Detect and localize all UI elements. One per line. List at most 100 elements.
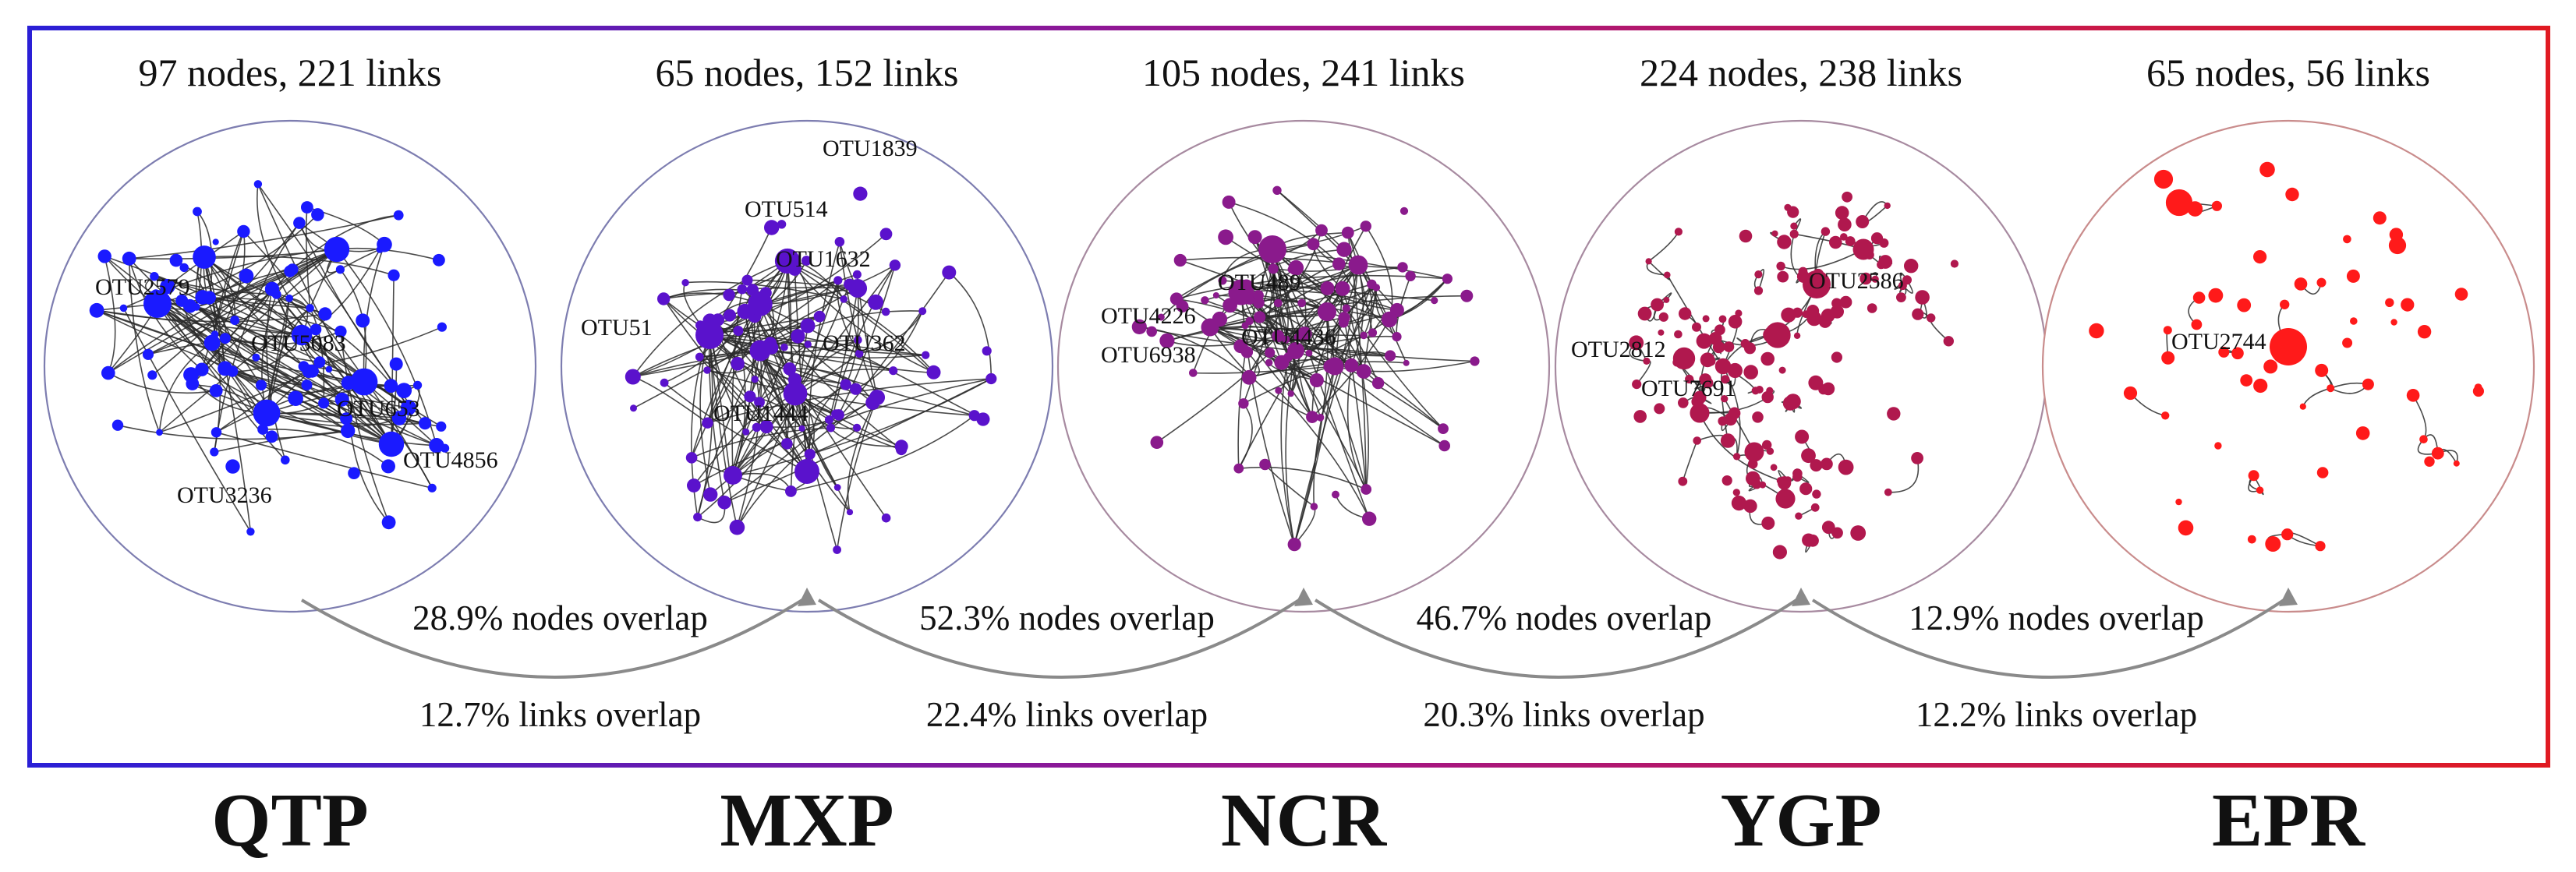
otu-label: OTU2586: [1809, 268, 1904, 294]
network-node: [1336, 242, 1352, 257]
network-node: [737, 284, 748, 295]
network-node: [1131, 319, 1147, 334]
network-node: [2350, 317, 2358, 325]
overlap-arrow: [1811, 595, 2290, 679]
overlap-connector: 46.7% nodes overlap 20.3% links overlap: [1314, 588, 1810, 734]
network-node: [1728, 315, 1743, 329]
network-node: [1856, 215, 1870, 228]
network-boundary-circle: [2041, 119, 2535, 613]
otu-label: OTU4226: [1101, 303, 1196, 329]
network-node: [825, 415, 834, 425]
network-node: [2263, 359, 2278, 374]
network-node: [625, 369, 641, 385]
network-node: [2355, 426, 2370, 440]
network-node: [2253, 250, 2267, 264]
hub-node: [695, 321, 724, 349]
network-node: [751, 376, 759, 383]
network-node: [657, 292, 671, 305]
network-node: [1685, 374, 1694, 384]
network-link: [216, 432, 433, 489]
network-node: [926, 365, 941, 380]
otu-label: OTU51: [581, 315, 653, 341]
network-link: [699, 334, 711, 495]
network-boundary-circle: [1056, 119, 1551, 613]
hub-node: [1775, 489, 1796, 509]
network-node: [2362, 378, 2374, 390]
network-node: [685, 452, 698, 464]
otu-label: OTU489: [1218, 270, 1301, 295]
network-node: [982, 346, 992, 356]
hub-node: [869, 389, 886, 406]
network-link: [1209, 287, 1377, 328]
network-node: [436, 421, 447, 432]
otu-label: OTU2579: [95, 274, 190, 300]
otu-label: OTU2744: [2171, 329, 2266, 355]
network-node: [288, 390, 303, 406]
overlap-arrow: [817, 595, 1305, 679]
network-node: [179, 263, 189, 273]
network-node: [1904, 259, 1919, 274]
network-link: [1176, 249, 1273, 300]
network-link: [214, 222, 300, 453]
network-node: [1442, 274, 1453, 284]
network-link: [1209, 327, 1364, 337]
network-node: [1674, 330, 1683, 339]
network-node: [1782, 396, 1798, 411]
network-node: [1799, 482, 1813, 496]
network-link: [1342, 288, 1370, 490]
network-node: [119, 304, 128, 312]
network-node: [1793, 332, 1801, 339]
hub-node: [748, 291, 773, 316]
network-node: [759, 419, 773, 434]
network-link: [830, 272, 950, 429]
network-link: [736, 280, 839, 528]
network-link: [129, 258, 347, 419]
network-node: [1808, 375, 1824, 390]
network-node: [306, 304, 314, 312]
network-node: [1287, 390, 1294, 397]
network-node: [246, 528, 255, 536]
network-node: [175, 294, 189, 307]
network-panel-ygp: 224 nodes, 238 links OTU2586 OTU2812 OTU769…: [1554, 51, 2048, 613]
hub-node: [724, 466, 742, 485]
network-node: [2161, 411, 2170, 420]
network-node: [724, 309, 736, 322]
network-node: [1838, 217, 1852, 232]
network-link: [836, 397, 878, 550]
network-node: [785, 485, 797, 497]
network-node: [1806, 305, 1820, 317]
network-node: [1746, 471, 1760, 486]
network-node: [1718, 315, 1727, 323]
otu-label: OTU1444: [713, 401, 809, 426]
network-node: [1732, 489, 1740, 496]
network-node: [702, 417, 713, 429]
network-node: [1839, 295, 1852, 309]
network-boundary-circle: [43, 119, 537, 613]
network-link: [1209, 327, 1313, 418]
network-link: [1272, 249, 1448, 280]
otu-label: OTU5083: [251, 330, 346, 356]
network-node: [804, 341, 812, 348]
network-node: [293, 217, 306, 229]
network-node: [1766, 387, 1774, 394]
network-stats-label: 224 nodes, 238 links: [1640, 51, 1962, 94]
network-link: [709, 334, 738, 528]
hub-node: [2165, 189, 2193, 217]
network-node: [413, 380, 423, 390]
network-link: [196, 306, 303, 336]
network-link: [275, 294, 392, 445]
network-link: [301, 334, 433, 489]
network-node: [1731, 496, 1746, 511]
network-node: [1371, 376, 1385, 390]
network-node: [356, 313, 370, 328]
network-node: [1878, 255, 1893, 269]
network-node: [1802, 310, 1810, 319]
network-node: [1282, 335, 1290, 344]
network-node: [1306, 411, 1318, 423]
network-node: [2294, 277, 2308, 291]
network-link: [699, 356, 808, 472]
network-node: [1245, 316, 1254, 326]
network-node: [1692, 322, 1701, 332]
network-node: [1392, 332, 1402, 342]
network-link: [706, 280, 839, 371]
